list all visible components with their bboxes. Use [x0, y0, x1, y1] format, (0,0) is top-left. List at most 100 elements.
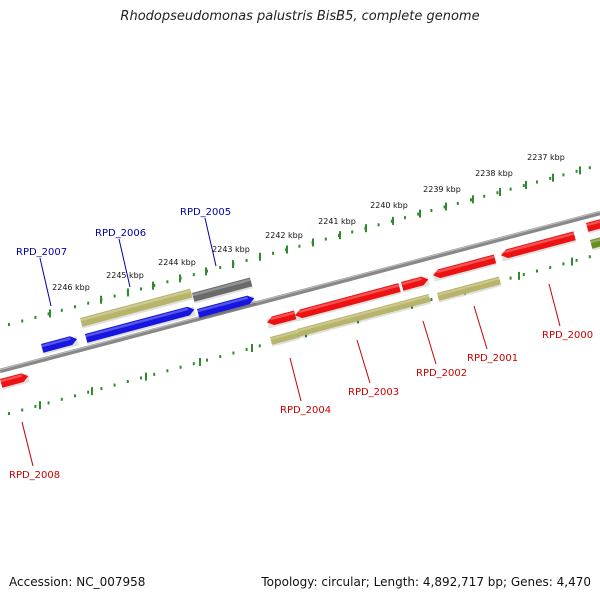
- ruler-minor-tick: [8, 323, 10, 327]
- kbp-tick-label: 2244 kbp: [158, 258, 196, 267]
- ruler-minor-tick: [562, 262, 565, 266]
- ruler-minor-tick: [272, 251, 274, 255]
- gene-RPD_2001-tan-highlight: [437, 277, 500, 296]
- ruler-minor-tick: [60, 308, 63, 312]
- gene-RPD_2007: [41, 336, 77, 353]
- gene-block-tan: [80, 288, 193, 327]
- ruler-minor-tick: [232, 351, 235, 355]
- ruler-minor-tick: [113, 383, 116, 387]
- ruler-major-tick: [251, 343, 253, 352]
- gene-label-RPD_2002: RPD_2002: [416, 368, 467, 379]
- ruler-minor-tick: [87, 301, 90, 305]
- ruler-major-tick: [365, 224, 367, 233]
- ruler-minor-tick: [258, 344, 261, 348]
- gene-label-RPD_2004: RPD_2004: [280, 405, 331, 416]
- label-leader-line: [39, 257, 52, 307]
- ruler-minor-tick: [390, 219, 393, 223]
- label-leader-line: [118, 238, 131, 288]
- ruler-major-tick: [499, 188, 501, 196]
- ruler-major-tick: [518, 271, 520, 280]
- ruler-minor-tick: [351, 230, 354, 234]
- ruler-minor-tick: [496, 191, 499, 195]
- ruler-minor-tick: [588, 255, 591, 259]
- kbp-tick-label: 2246 kbp: [52, 283, 90, 292]
- ruler-minor-tick: [47, 401, 50, 405]
- gene-label-RPD_2007: RPD_2007: [16, 247, 67, 258]
- ruler-major-tick: [49, 309, 51, 318]
- gene-RPD_2008: [0, 373, 29, 388]
- gene-edge-red: [586, 219, 600, 232]
- ruler-minor-tick: [509, 187, 512, 191]
- ruler-minor-tick: [522, 273, 525, 277]
- gene-RPD_2008-highlight: [0, 374, 23, 383]
- ruler-major-tick: [525, 180, 527, 189]
- gene-RPD_2000-red-highlight: [500, 232, 575, 253]
- gene-RPD_2005: [197, 295, 255, 318]
- ruler-upper: 2237 kbp 2238 kbp 2239 kbp 2240 kbp 2241 kbp…: [8, 153, 591, 327]
- gene-RPD_2006: [85, 306, 195, 343]
- backbone-highlight: [0, 211, 600, 371]
- kbp-tick-label: 2239 kbp: [423, 185, 461, 194]
- gene-RPD_2003-red-highlight: [294, 284, 400, 313]
- gene-edge-red-highlight: [586, 220, 600, 227]
- ruler-major-tick: [199, 358, 201, 366]
- kbp-tick-label: 2238 kbp: [475, 169, 513, 178]
- ruler-minor-tick: [549, 265, 552, 269]
- ruler-major-tick: [339, 231, 341, 240]
- ruler-minor-tick: [549, 176, 552, 180]
- ruler-major-tick: [552, 173, 554, 182]
- kbp-tick-label: 2240 kbp: [370, 201, 408, 210]
- ruler-minor-tick: [575, 169, 578, 173]
- ruler-minor-tick: [192, 362, 195, 366]
- ruler-major-tick: [91, 387, 93, 396]
- ruler-minor-tick: [60, 397, 63, 401]
- ruler-major-tick: [100, 295, 102, 304]
- ruler-minor-tick: [206, 358, 208, 362]
- ruler-minor-tick: [140, 287, 142, 291]
- ruler-minor-tick: [219, 355, 222, 359]
- ruler-minor-tick: [87, 390, 90, 394]
- ruler-minor-tick: [456, 201, 459, 205]
- ruler-major-tick: [579, 166, 581, 175]
- ruler-minor-tick: [430, 209, 433, 213]
- gene-RPD_2004-tan-highlight: [270, 330, 298, 340]
- label-leader-line: [289, 357, 302, 402]
- gene-label-RPD_2006: RPD_2006: [95, 228, 146, 239]
- label-leader-line: [356, 339, 371, 384]
- ruler-minor-tick: [166, 369, 169, 373]
- gene-RPD_2001-tan: [437, 276, 501, 301]
- gene-edge-olive-highlight: [590, 238, 600, 244]
- ruler-minor-tick: [562, 173, 565, 177]
- ruler-minor-tick: [417, 212, 420, 216]
- ruler-major-tick: [419, 209, 421, 218]
- gene-RPD_2001-red: [433, 254, 497, 279]
- ruler-minor-tick: [430, 298, 433, 302]
- label-leader-line: [21, 421, 34, 467]
- ruler-minor-tick: [34, 315, 37, 319]
- ruler-minor-tick: [21, 408, 24, 412]
- gene-block-tan-highlight: [80, 289, 192, 322]
- ruler-minor-tick: [483, 194, 486, 198]
- gene-RPD_2005-highlight: [197, 296, 249, 313]
- gene-RPD_2004-red-highlight: [266, 311, 295, 320]
- ruler-minor-tick: [74, 394, 76, 398]
- accession-text: Accession: NC_007958: [9, 575, 146, 589]
- gene-label-RPD_2000: RPD_2000: [542, 330, 593, 341]
- ruler-minor-tick: [509, 276, 512, 280]
- gene-block-gray: [192, 277, 253, 302]
- gene-label-RPD_2008: RPD_2008: [9, 470, 60, 481]
- ruler-minor-tick: [245, 258, 248, 262]
- ruler-minor-tick: [324, 237, 327, 241]
- kbp-tick-label: 2237 kbp: [527, 153, 565, 162]
- gene-RPD_2002-red: [401, 276, 429, 291]
- ruler-major-tick: [259, 252, 261, 261]
- kbp-tick-label: 2245 kbp: [106, 271, 144, 280]
- ruler-minor-tick: [536, 180, 538, 184]
- ruler-minor-tick: [443, 205, 446, 209]
- gene-RPD_2007-highlight: [41, 337, 71, 348]
- ruler-minor-tick: [522, 184, 525, 188]
- kbp-tick-label: 2242 kbp: [265, 231, 303, 240]
- ruler-minor-tick: [219, 266, 222, 270]
- ruler-minor-tick: [536, 269, 538, 273]
